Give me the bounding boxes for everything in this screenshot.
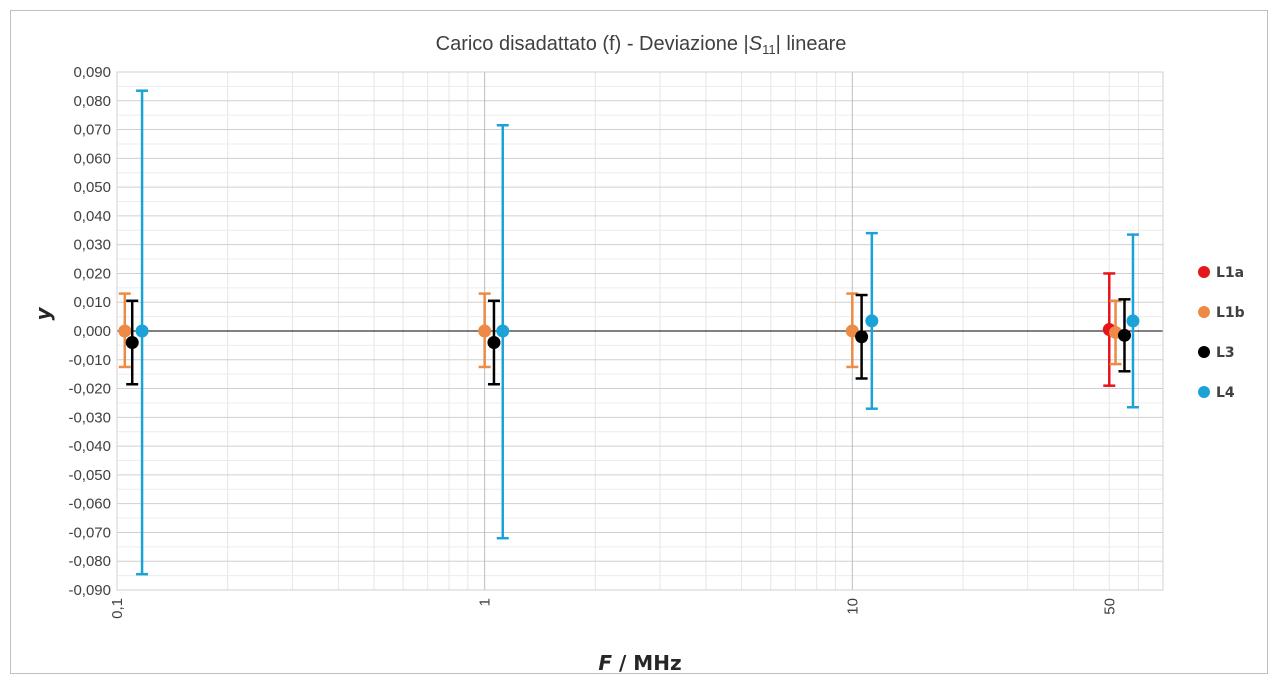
data-point-l3 — [487, 299, 501, 386]
data-marker — [1126, 314, 1140, 328]
y-tick-label: -0,080 — [68, 553, 111, 570]
legend-marker — [1198, 346, 1210, 358]
legend-label: L4 — [1216, 385, 1235, 401]
y-axis-ticks: 0,090 0,080 0,070 0,060 0,050 0,040 0,030 0,020… — [68, 64, 111, 599]
data-point-l3 — [125, 299, 139, 386]
data-marker — [855, 330, 869, 344]
y-tick-label: -0,060 — [68, 496, 111, 513]
y-tick-label: 0,070 — [73, 122, 111, 139]
chart-title: Carico disadattato (f) - Deviazione |S11… — [436, 33, 847, 57]
legend-label: L1b — [1216, 305, 1245, 321]
chart-frame — [10, 10, 1268, 674]
y-tick-label: 0,040 — [73, 208, 111, 225]
data-marker — [487, 336, 501, 350]
legend-marker — [1198, 266, 1210, 278]
y-tick-label: -0,030 — [68, 409, 111, 426]
x-tick-label: 10 — [844, 598, 861, 615]
y-tick-label: -0,010 — [68, 352, 111, 369]
x-tick-label: 1 — [477, 598, 494, 606]
plot-area-border — [116, 71, 1164, 591]
y-tick-label: 0,090 — [73, 64, 111, 81]
data-marker — [135, 324, 149, 338]
y-tick-label: 0,060 — [73, 150, 111, 167]
legend-marker — [1198, 306, 1210, 318]
data-point-l3 — [855, 293, 869, 380]
major-gridlines — [116, 71, 1164, 591]
y-tick-label: 0,010 — [73, 294, 111, 311]
data-point-l4 — [865, 231, 879, 410]
legend-label: L3 — [1216, 345, 1235, 361]
data-marker — [478, 324, 492, 338]
y-tick-label: -0,050 — [68, 467, 111, 484]
data-marker — [1117, 328, 1131, 342]
legend-label: L1a — [1216, 265, 1244, 281]
y-tick-label: -0,040 — [68, 438, 111, 455]
data-point-l4 — [135, 89, 149, 576]
y-tick-label: 0,020 — [73, 265, 111, 282]
data-point-l4 — [1126, 233, 1140, 409]
x-tick-label: 0,1 — [109, 598, 126, 619]
data-point-l1b — [118, 292, 132, 369]
y-tick-label: 0,000 — [73, 323, 111, 340]
data-point-l4 — [496, 123, 510, 540]
x-tick-label: 50 — [1101, 598, 1118, 615]
x-axis-label: F / MHz — [598, 651, 681, 675]
y-tick-label: -0,020 — [68, 381, 111, 398]
legend-marker — [1198, 386, 1210, 398]
data-marker — [865, 314, 879, 328]
legend: L1a L1b L3 L4 — [1198, 265, 1245, 401]
data-point-l1b — [845, 292, 859, 369]
data-marker — [118, 324, 132, 338]
data-marker — [845, 324, 859, 338]
data-point-l3 — [1117, 298, 1131, 373]
y-tick-label: 0,080 — [73, 93, 111, 110]
y-axis-label: y — [31, 307, 55, 321]
x-axis-ticks: 0,1 1 10 50 — [109, 598, 1118, 619]
data-point-l1b — [478, 292, 492, 369]
y-tick-label: -0,090 — [68, 582, 111, 599]
y-tick-label: 0,050 — [73, 179, 111, 196]
data-marker — [496, 324, 510, 338]
data-marker — [125, 336, 139, 350]
series-layer — [118, 89, 1140, 576]
y-tick-label: -0,070 — [68, 524, 111, 541]
y-tick-label: 0,030 — [73, 237, 111, 254]
